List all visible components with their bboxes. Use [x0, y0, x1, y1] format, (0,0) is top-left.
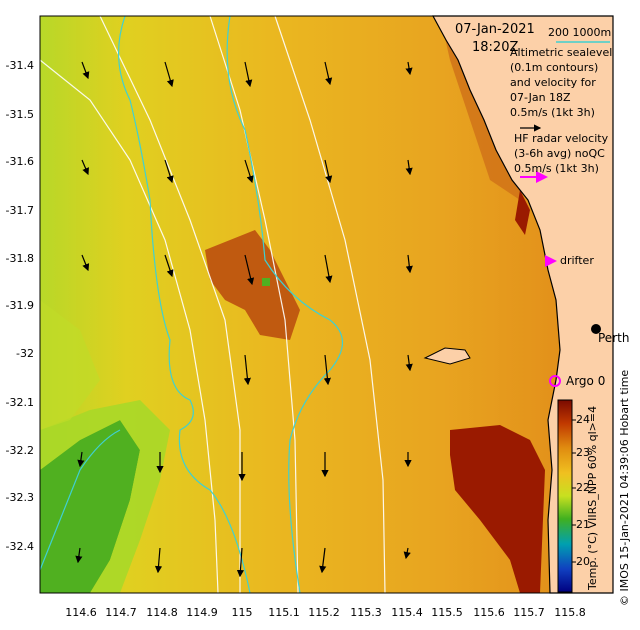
- perth-marker: [591, 324, 601, 334]
- bathymetry-contours: [39, 15, 386, 594]
- y-tick-label: -31.6: [5, 155, 34, 168]
- rottnest-island: [423, 347, 471, 365]
- colorbar-title: Temp. (°C) VIIRS_NPP 60% ql>=4: [586, 405, 599, 590]
- colorbar-tick-label: 21: [576, 518, 590, 531]
- contour-depths-label: 200 1000m: [548, 26, 612, 39]
- colorbar-tick-label: 24: [576, 413, 590, 426]
- credit-text: © IMOS 15-Jan-2021 04:39:06 Hobart time: [618, 369, 631, 606]
- sealevel-contours: [39, 15, 343, 594]
- y-tick-label: -32.4: [5, 540, 34, 553]
- hf-legend-1: HF radar velocity: [514, 132, 609, 145]
- x-tick-label: 115.2: [308, 606, 340, 619]
- altimetry-legend-5: 0.5m/s (1kt 3h): [510, 106, 595, 119]
- y-tick-label: -31.7: [5, 204, 34, 217]
- x-tick-label: 115.1: [268, 606, 300, 619]
- colorbar: [557, 399, 573, 593]
- x-tick-label: 115.8: [554, 606, 586, 619]
- colorbar-tick-label: 20: [576, 555, 590, 568]
- hf-legend-3: 0.5m/s (1kt 3h): [514, 162, 599, 175]
- x-tick-label: 114.9: [186, 606, 218, 619]
- drifter-label: drifter: [560, 254, 594, 267]
- colorbar-tick-label: 23: [576, 446, 590, 459]
- x-tick-label: 114.6: [65, 606, 97, 619]
- x-tick-label: 115.6: [473, 606, 505, 619]
- x-tick-label: 115.3: [350, 606, 382, 619]
- time-label: 18:20Z: [472, 40, 519, 55]
- plot-frame: [39, 15, 614, 594]
- x-tick-label: 115.7: [513, 606, 545, 619]
- x-tick-label: 115: [231, 606, 253, 619]
- x-tick-label: 115.5: [431, 606, 463, 619]
- x-tick-label: 114.7: [105, 606, 137, 619]
- cold-water-patch: [40, 420, 140, 593]
- y-tick-label: -31.8: [5, 252, 34, 265]
- altimetry-legend-2: (0.1m contours): [510, 61, 599, 74]
- y-tick-label: -31.5: [5, 108, 34, 121]
- y-tick-label: -31.9: [5, 299, 34, 312]
- argo-label: Argo 0: [566, 374, 606, 388]
- argo-marker: [549, 375, 561, 387]
- date-label: 07-Jan-2021: [455, 22, 535, 37]
- perth-label: Perth: [598, 331, 630, 345]
- hot-coastal-water: [450, 425, 545, 593]
- y-tick-label: -31.4: [5, 59, 34, 72]
- hf-legend-2: (3-6h avg) noQC: [514, 147, 605, 160]
- y-tick-label: -32.2: [5, 444, 34, 457]
- y-tick-label: -32.1: [5, 396, 34, 409]
- velocity-arrows: [75, 61, 413, 578]
- x-tick-label: 114.8: [146, 606, 178, 619]
- altimetry-legend-3: and velocity for: [510, 76, 596, 89]
- x-tick-label: 115.4: [391, 606, 423, 619]
- altimetry-legend-4: 07-Jan 18Z: [510, 91, 571, 104]
- y-tick-label: -32.3: [5, 491, 34, 504]
- altimetry-legend-1: Altimetric sealevel: [510, 46, 613, 59]
- y-tick-label: -32: [16, 347, 34, 360]
- colorbar-tick-label: 22: [576, 481, 590, 494]
